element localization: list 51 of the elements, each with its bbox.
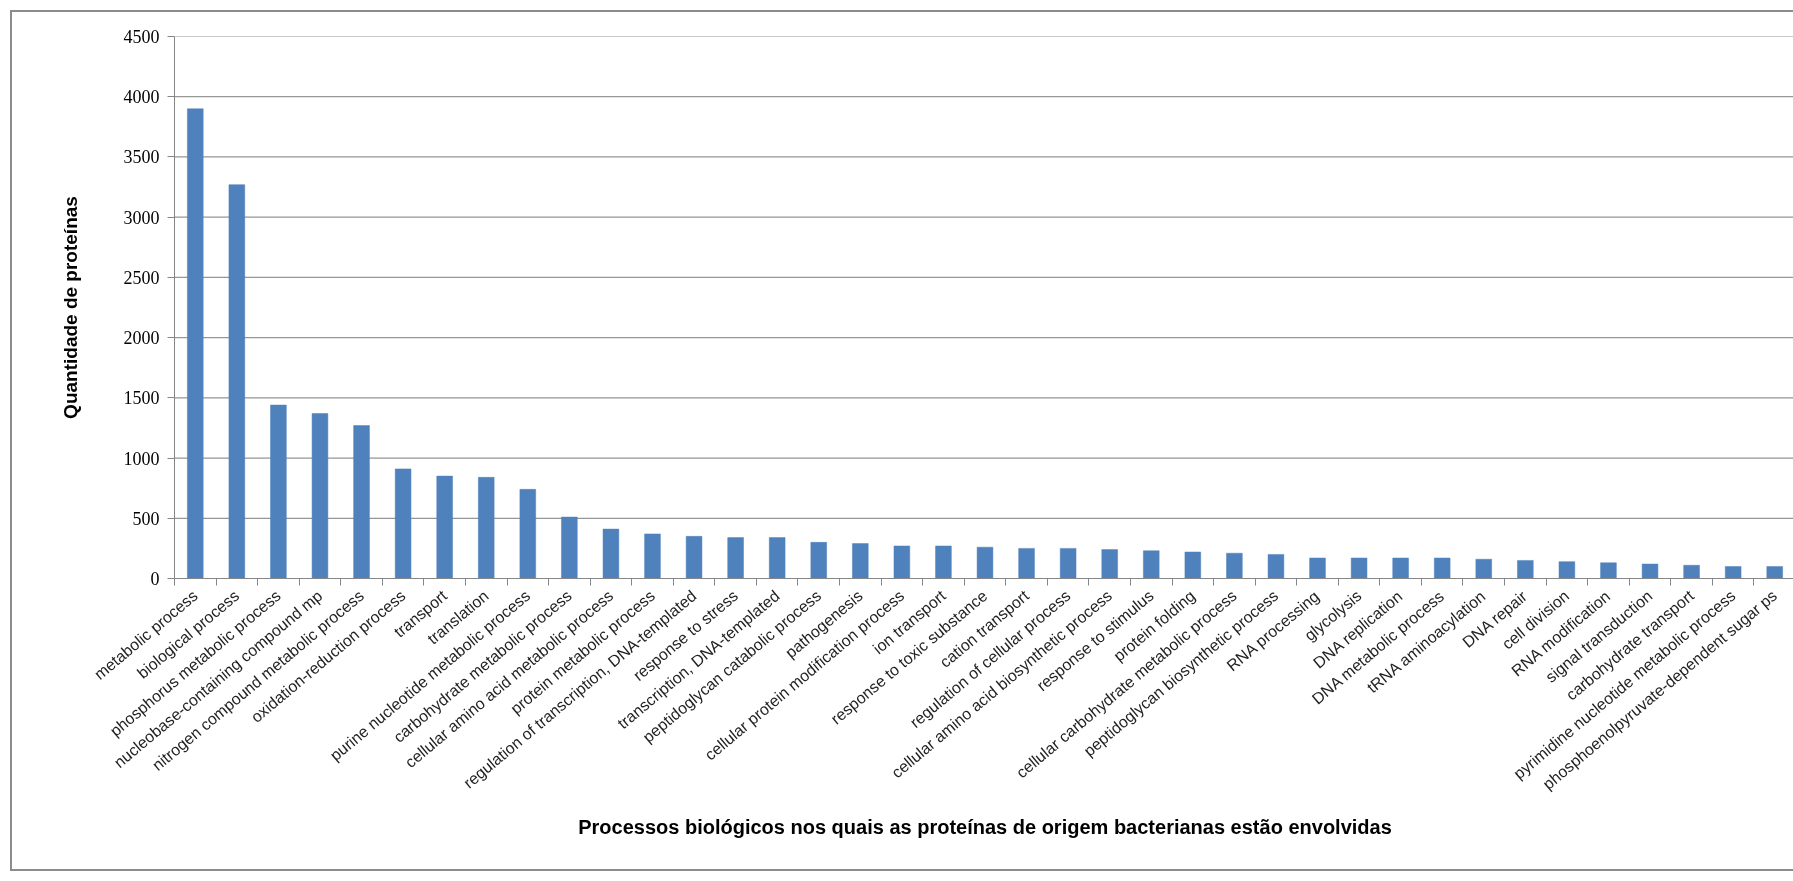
y-tick-label: 2000 (123, 328, 160, 349)
bar (1059, 548, 1077, 579)
bar (561, 516, 578, 579)
bar (1143, 550, 1160, 579)
y-tick-label: 4000 (123, 87, 160, 108)
bar (1267, 554, 1285, 579)
bar (1434, 557, 1451, 579)
bar (1226, 552, 1243, 579)
bar (1350, 557, 1368, 579)
bar (1558, 561, 1576, 579)
y-tick-label: 2500 (123, 267, 160, 288)
y-tick-label: 0 (150, 569, 160, 589)
bar (1475, 558, 1492, 579)
bar (228, 184, 245, 579)
bar (187, 108, 204, 579)
bar (810, 542, 827, 579)
bar (1600, 562, 1617, 579)
y-tick-label: 4500 (123, 27, 160, 47)
bar (436, 475, 453, 579)
bar (1101, 549, 1118, 579)
y-axis-title: Quantidade de proteínas (59, 196, 81, 419)
bar (394, 468, 412, 579)
y-tick-label: 1500 (123, 388, 160, 409)
bar (270, 404, 287, 579)
bar (1018, 548, 1035, 579)
y-tick-label: 500 (132, 508, 160, 529)
bar (1641, 563, 1659, 579)
bar (685, 536, 703, 579)
bar (893, 545, 911, 579)
bar (1766, 566, 1783, 579)
bar (769, 537, 786, 579)
y-tick-label: 3000 (123, 207, 160, 228)
y-tick-label: 1000 (123, 448, 160, 469)
bar (644, 533, 661, 579)
bar (1683, 565, 1700, 579)
bar (1309, 557, 1326, 579)
bar (1725, 566, 1742, 579)
bar (852, 543, 869, 579)
bar (1517, 560, 1534, 579)
bar (1392, 557, 1409, 579)
bar (976, 546, 994, 579)
x-axis-title: Processos biológicos nos quais as proteínas de origem bacterianas estão envolvidas (578, 816, 1392, 839)
bar (1184, 551, 1201, 579)
bar (353, 425, 370, 579)
bar (935, 545, 952, 579)
bar (519, 489, 536, 579)
y-tick-label: 3500 (123, 147, 160, 168)
bar (602, 528, 620, 579)
bar (311, 413, 329, 579)
bar (727, 537, 744, 579)
bar (478, 477, 495, 579)
